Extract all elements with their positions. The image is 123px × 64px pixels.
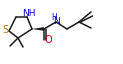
Text: O: O [44, 35, 52, 45]
Text: N: N [54, 17, 60, 25]
Text: S: S [2, 25, 8, 35]
Polygon shape [32, 27, 44, 31]
Text: NH: NH [22, 9, 36, 17]
Text: H: H [51, 14, 57, 23]
